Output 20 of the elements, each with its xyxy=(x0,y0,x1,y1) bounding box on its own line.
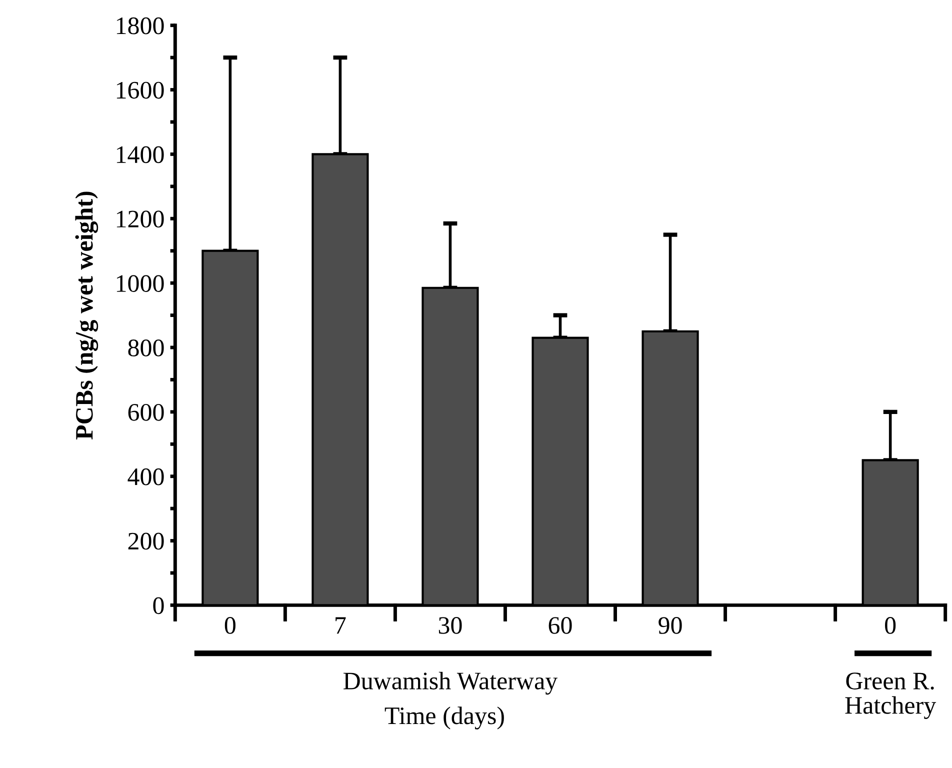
y-tick-label: 1600 xyxy=(116,82,164,99)
y-tick-label: 600 xyxy=(128,404,164,421)
y-tick-label: 1200 xyxy=(116,210,164,228)
x-tick-label: 90 xyxy=(658,617,682,634)
x-tick-label: 0 xyxy=(885,617,896,634)
x-tick-label: 60 xyxy=(548,617,572,634)
text: Green R. Hatchery xyxy=(845,672,936,720)
y-tick-label: 800 xyxy=(128,340,164,356)
x-axis-title: Time (days) xyxy=(384,706,504,730)
x-tick-label: 30 xyxy=(438,617,462,634)
x-tick-label: 7 xyxy=(336,617,346,634)
text: Duwamish Waterway xyxy=(344,672,558,695)
y-tick-label: 0 xyxy=(153,597,164,614)
x-tick-label: 0 xyxy=(224,617,236,634)
y-tick-label: 400 xyxy=(128,468,164,486)
y-tick-label: 1400 xyxy=(116,146,164,164)
y-tick-label: 1800 xyxy=(116,17,164,34)
y-axis-title: PCBs (ng/g wet weight) xyxy=(75,192,98,440)
y-tick-label: 200 xyxy=(128,532,164,550)
y-tick-label: 1000 xyxy=(116,275,164,292)
